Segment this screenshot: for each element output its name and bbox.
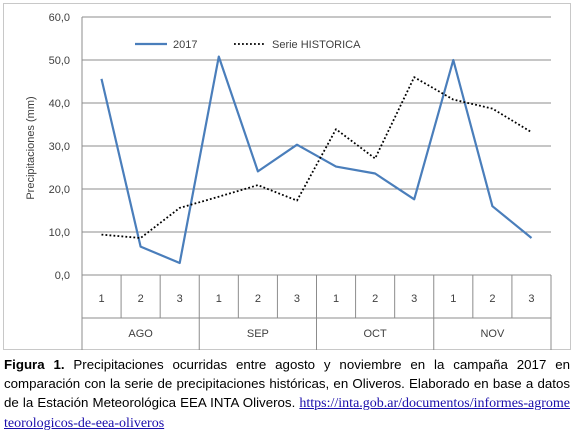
month-label: AGO <box>128 328 153 340</box>
legend: 2017 Serie HISTORICA <box>135 39 361 51</box>
caption-label: Figura 1. <box>4 357 65 372</box>
x-tick-label: 2 <box>372 293 378 305</box>
x-tick-label: 3 <box>411 293 417 305</box>
caption-text: Precipitaciones ocurridas entre agosto y… <box>4 357 570 410</box>
series-line-1 <box>101 76 532 239</box>
x-tick-label: 2 <box>489 293 495 305</box>
x-tick-label: 3 <box>294 293 300 305</box>
caption-link[interactable]: https://inta.gob.ar/documentos/informes-… <box>4 396 570 431</box>
y-tick-label: 60,0 <box>49 12 70 24</box>
legend-label: Serie HISTORICA <box>272 39 361 51</box>
y-tick-label: 10,0 <box>49 227 70 239</box>
x-tick-label: 1 <box>333 293 339 305</box>
y-tick-label: 20,0 <box>49 184 70 196</box>
y-tick-label: 40,0 <box>49 98 70 110</box>
x-tick-label: 3 <box>528 293 534 305</box>
x-tick-label: 1 <box>216 293 222 305</box>
legend-label: 2017 <box>173 39 197 51</box>
y-axis-label: Precipitaciones (mm) <box>25 96 37 199</box>
x-tick-label: 1 <box>98 293 104 305</box>
chart-frame <box>3 3 571 350</box>
grid-layer <box>82 16 551 276</box>
month-label: NOV <box>480 328 505 340</box>
series-layer <box>100 55 533 265</box>
month-label: OCT <box>364 328 388 340</box>
y-tick-label: 30,0 <box>49 141 70 153</box>
month-label: SEP <box>247 328 269 340</box>
y-tick-label: 0,0 <box>55 270 70 282</box>
x-tick-label: 2 <box>255 293 261 305</box>
x-tick-label: 2 <box>138 293 144 305</box>
x-tick-label: 1 <box>450 293 456 305</box>
series-line-0 <box>100 55 533 265</box>
axis-layer: 0,0 10,0 20,0 30,0 40,0 50,0 60,0 1 2 3 1 2 3 1 2 3 1 2 3 A… <box>49 12 552 350</box>
x-tick-label: 3 <box>177 293 183 305</box>
figure-caption: Figura 1. Precipitaciones ocurridas entr… <box>4 355 570 433</box>
precipitation-line-chart: 0,0 10,0 20,0 30,0 40,0 50,0 60,0 1 2 3 1 2 3 1 2 3 1 2 3 A… <box>25 12 552 350</box>
y-tick-label: 50,0 <box>49 55 70 67</box>
